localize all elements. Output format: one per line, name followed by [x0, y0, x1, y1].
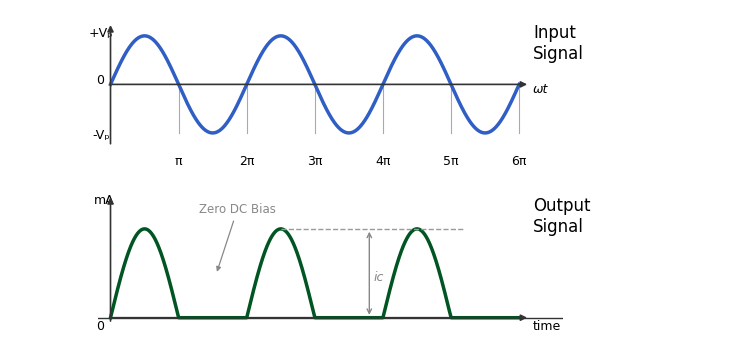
Text: Zero DC Bias: Zero DC Bias	[199, 203, 276, 271]
Text: 6π: 6π	[512, 155, 526, 168]
Text: time: time	[532, 320, 561, 333]
Text: 2π: 2π	[239, 155, 254, 168]
Text: 0: 0	[97, 320, 104, 333]
Text: +Vₚ: +Vₚ	[88, 27, 113, 40]
Text: iᴄ: iᴄ	[374, 271, 384, 284]
Text: π: π	[175, 155, 182, 168]
Text: ωt: ωt	[532, 83, 548, 96]
Text: Output
Signal: Output Signal	[533, 197, 591, 236]
Text: 0: 0	[97, 74, 104, 87]
Text: 4π: 4π	[375, 155, 391, 168]
Text: -Vₚ: -Vₚ	[92, 129, 110, 142]
Text: mA: mA	[94, 194, 114, 207]
Text: 5π: 5π	[443, 155, 459, 168]
Text: 3π: 3π	[308, 155, 322, 168]
Text: Input
Signal: Input Signal	[533, 24, 584, 63]
